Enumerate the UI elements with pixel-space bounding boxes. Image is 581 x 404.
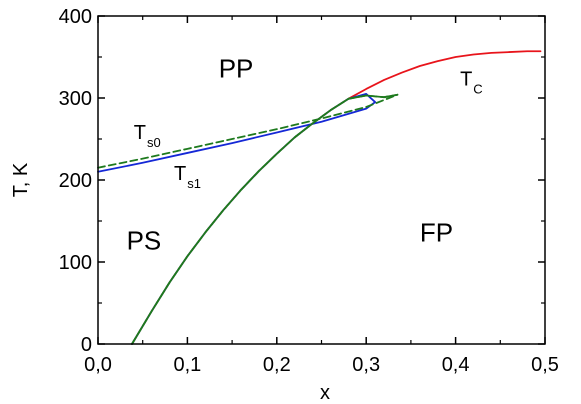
curve-label-ts1: Ts1: [174, 163, 201, 191]
x-axis-title: x: [320, 382, 330, 404]
x-tick-label: 0,0: [84, 354, 112, 376]
curve-label-base: T: [134, 122, 146, 144]
axes-layer: 0,0 0,1 0,2 0,3 0,4 0,5 0 100 200 300 400: [59, 6, 559, 376]
x-tick-label: 0,2: [263, 354, 291, 376]
x-tick-label: 0,3: [352, 354, 380, 376]
x-tick-label: 0,4: [442, 354, 470, 376]
y-tick-label: 200: [59, 170, 92, 192]
curve-label-base: T: [174, 163, 186, 185]
curve-label-base: T: [460, 69, 472, 91]
x-tick-label: 0,1: [173, 354, 201, 376]
curve-label-subscript: C: [473, 82, 482, 97]
curve-label-tc: TC: [460, 69, 483, 97]
x-tick-label: 0,5: [531, 354, 559, 376]
y-tick-label: 0: [81, 334, 92, 356]
plot-layer: [97, 50, 542, 345]
curve-label-ts0: Ts0: [134, 122, 161, 150]
y-axis-title: T, K: [10, 162, 32, 197]
region-label-pp: PP: [219, 54, 254, 84]
y-tick-label: 100: [59, 252, 92, 274]
series-ts0-lower-branch: [131, 93, 398, 345]
y-tick-label: 300: [59, 88, 92, 110]
y-tick-label: 400: [59, 6, 92, 28]
region-label-fp: FP: [420, 218, 453, 248]
region-label-ps: PS: [127, 226, 162, 256]
curve-label-subscript: s0: [147, 135, 161, 150]
curve-label-subscript: s1: [187, 176, 201, 191]
